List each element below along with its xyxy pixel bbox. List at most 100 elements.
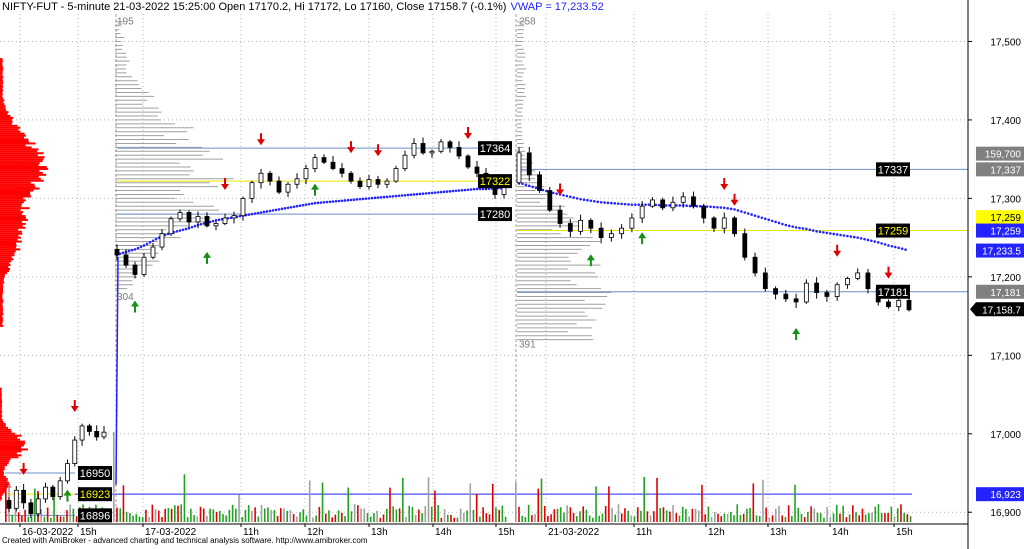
volume-bar [540, 478, 543, 522]
volume-bar [550, 514, 552, 522]
vwap-dot [592, 199, 596, 203]
profile-bar [0, 160, 43, 163]
profile-bar [0, 426, 9, 429]
axis-marker-box [976, 162, 1024, 177]
vwap-dot [355, 198, 359, 201]
candle [159, 233, 165, 248]
x-hour-label: 15h [896, 527, 913, 538]
vwap-dot [794, 226, 798, 229]
volume-bar [855, 512, 857, 522]
vwap-dot [250, 212, 254, 216]
candle [526, 152, 532, 176]
volume-bar [778, 506, 780, 522]
candle [896, 299, 902, 308]
volume-bar [411, 506, 414, 522]
volume-bar [347, 487, 350, 522]
profile-bar [0, 493, 3, 496]
profile-bar [0, 85, 4, 88]
profile-bar [0, 232, 23, 235]
volume-bar [608, 486, 610, 522]
profile-bar [0, 395, 2, 398]
vwap-dot [527, 184, 531, 188]
volume-bar [382, 514, 385, 522]
volume-bar [762, 479, 764, 522]
profile-bar [0, 103, 5, 106]
vwap-dot [825, 231, 829, 235]
volume-bar [553, 509, 556, 522]
level-label-box [876, 162, 910, 177]
profile-bar [0, 71, 3, 74]
plot-area [0, 14, 968, 524]
volume-bar [244, 509, 247, 522]
profile-count-label: 258 [519, 16, 536, 27]
vwap-dot [582, 198, 586, 201]
vwap-dot [193, 224, 197, 228]
candle [474, 166, 480, 174]
vwap-dot [322, 201, 326, 204]
volume-bar [534, 514, 536, 522]
vwap-dot [569, 195, 572, 199]
y-tick-label: 17,400 [990, 116, 1021, 127]
candle [557, 209, 563, 224]
volume-bar [723, 513, 726, 522]
vwap-line [115, 181, 907, 485]
vwap-dot [859, 237, 863, 240]
vwap-dot [361, 197, 365, 201]
volume-bar [21, 515, 23, 522]
sell-arrow [720, 178, 729, 190]
profile-bar [0, 171, 43, 174]
vwap-dot [277, 208, 281, 211]
volume-bar [174, 505, 176, 522]
volume-bar [5, 482, 7, 522]
axis-marker-label: 159,700 [985, 150, 1022, 161]
candle [330, 161, 336, 169]
vwap-dot [894, 245, 897, 249]
profile-bar [0, 175, 39, 178]
profile-bar [0, 234, 19, 237]
vwap-dot [743, 211, 747, 214]
volume-bar [116, 507, 118, 522]
candle [366, 179, 372, 188]
profile-count-labels: 195 304 258 391 [117, 16, 536, 350]
volume-bar [572, 512, 575, 522]
volume-bar [40, 509, 43, 522]
profile-bar [0, 444, 24, 447]
y-tick-label: 17,000 [990, 430, 1021, 441]
vwap-dot [900, 247, 904, 251]
candle [21, 489, 27, 504]
profile-bar [0, 411, 3, 414]
vwap-dot [603, 201, 606, 204]
vwap-dot [427, 191, 431, 195]
vwap-dot [846, 234, 849, 238]
profile-bar [0, 479, 8, 482]
profile-bar [0, 207, 30, 210]
vwap-dot [829, 232, 832, 235]
volume-bar [592, 517, 594, 522]
volume-bar [69, 504, 71, 522]
volume-bar [800, 513, 803, 522]
volume-bar [148, 516, 150, 522]
profile-bar [0, 295, 3, 298]
candle [312, 157, 318, 169]
volume-bar [296, 516, 298, 522]
profile-bar [0, 197, 24, 200]
volume-bar [742, 513, 745, 522]
vwap-dot [274, 208, 278, 212]
profile-bar [0, 305, 3, 308]
profile-bar [0, 246, 16, 249]
vwap-dot [175, 230, 179, 233]
level-label: 17322 [480, 176, 511, 188]
vwap-dot [808, 228, 812, 232]
volume-bar [247, 505, 250, 522]
vwap-dot [736, 209, 740, 212]
candle [438, 141, 444, 152]
volume-bar [755, 515, 758, 522]
vwap-dot [295, 204, 299, 208]
candle [578, 219, 583, 232]
y-tick-label: 17,500 [990, 37, 1021, 48]
profile-bar [0, 238, 18, 241]
vwap-dot [214, 219, 218, 222]
profile-bar [0, 422, 6, 425]
volume-bar [418, 509, 420, 522]
